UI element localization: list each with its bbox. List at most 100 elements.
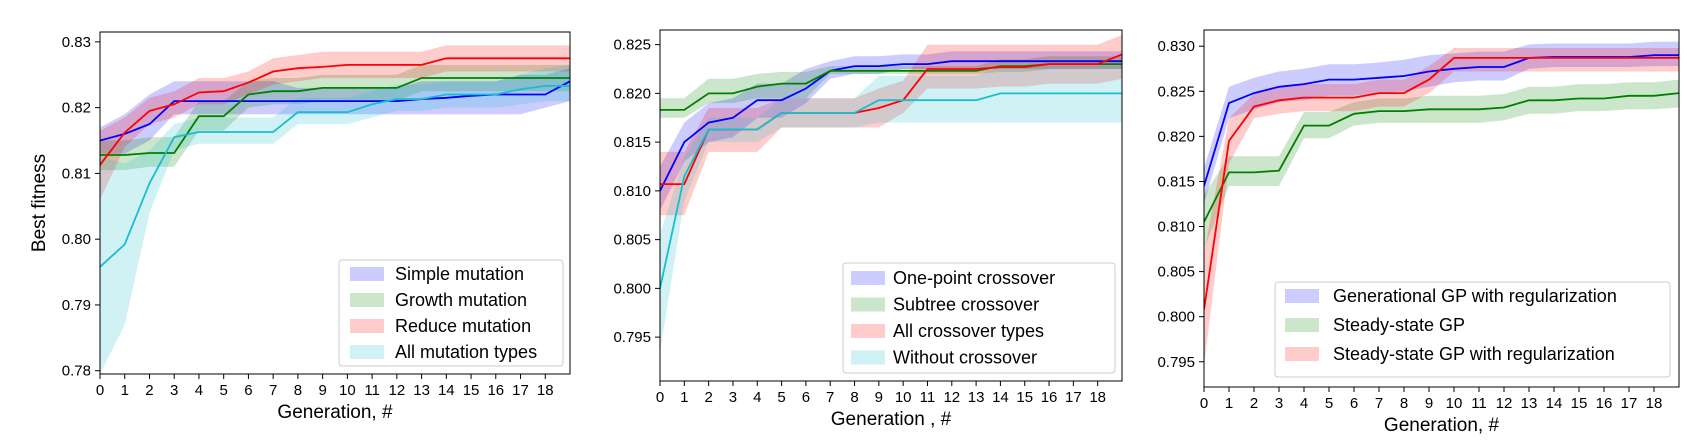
x-tick-label: 12: [388, 382, 405, 399]
legend-swatch: [350, 345, 384, 359]
legend-label: Reduce mutation: [395, 316, 531, 336]
x-tick-label: 15: [463, 382, 480, 399]
band-series-3: [660, 34, 1122, 216]
legend-swatch: [851, 350, 885, 365]
x-axis-label: Generation, #: [277, 402, 393, 423]
x-tick-label: 16: [487, 382, 504, 399]
line-series-2: [100, 77, 570, 156]
band-series-3: [100, 45, 570, 200]
x-tick-label: 16: [1041, 389, 1058, 406]
y-tick-label: 0.810: [613, 183, 651, 200]
x-tick-label: 1: [121, 382, 129, 399]
x-tick-label: 2: [704, 389, 712, 406]
legend-label: Without crossover: [893, 348, 1037, 368]
legend: Simple mutation Growth mutation Reduce mut…: [338, 259, 564, 367]
legend-box: [842, 262, 1116, 374]
y-tick-label: 0.83: [62, 34, 91, 51]
y-tick-label: 0.825: [1157, 83, 1195, 100]
x-tick-label: 0: [96, 382, 104, 399]
x-tick-label: 16: [1596, 395, 1613, 412]
x-tick-label: 10: [895, 389, 912, 406]
axes-frame: [659, 29, 1123, 382]
plot-area: [100, 45, 570, 374]
legend: One-point crossover Subtree crossover All …: [842, 262, 1116, 374]
x-tick-label: 0: [656, 389, 664, 406]
legend-label: Steady-state GP with regularization: [1333, 344, 1615, 364]
legend-label: One-point crossover: [893, 268, 1055, 288]
x-tick-label: 14: [992, 389, 1009, 406]
x-tick-label: 9: [875, 389, 883, 406]
x-tick-label: 18: [1089, 389, 1106, 406]
chart-panel-1: 0.780.790.800.810.820.830 1 2 3 4 5 6 7 8 9 10 11 12…: [29, 31, 571, 423]
x-tick-label: 15: [1016, 389, 1033, 406]
x-tick-label: 3: [729, 389, 737, 406]
legend-label: All mutation types: [395, 342, 537, 362]
legend-box: [338, 259, 564, 367]
y-tick-label: 0.800: [1157, 309, 1195, 326]
axes-frame: [99, 31, 571, 375]
y-tick-label: 0.81: [62, 165, 91, 182]
band-series-4: [100, 64, 570, 374]
x-tick-label: 7: [826, 389, 834, 406]
x-tick-label: 1: [1225, 395, 1233, 412]
x-tick-label: 4: [195, 382, 203, 399]
line-series-3: [100, 57, 570, 166]
x-tick-label: 12: [943, 389, 960, 406]
band-series-2: [1204, 79, 1679, 250]
x-tick-label: 8: [850, 389, 858, 406]
legend-label: Steady-state GP: [1333, 315, 1465, 335]
axes-frame: [1203, 29, 1680, 388]
legend-label: Generational GP with regularization: [1333, 286, 1617, 306]
x-tick-label: 5: [1325, 395, 1333, 412]
x-tick-label: 11: [920, 389, 936, 406]
x-tick-label: 2: [1250, 395, 1258, 412]
legend-swatch: [1285, 318, 1319, 332]
legend-swatch: [851, 297, 885, 312]
y-tick-label: 0.815: [613, 134, 651, 151]
y-tick-label: 0.795: [613, 329, 651, 346]
legend-swatch: [350, 267, 384, 281]
legend-swatch: [851, 324, 885, 338]
y-tick-label: 0.805: [613, 232, 651, 249]
x-tick-label: 6: [244, 382, 252, 399]
y-tick-label: 0.80: [62, 231, 91, 248]
x-tick-label: 15: [1571, 395, 1588, 412]
x-tick-label: 6: [1350, 395, 1358, 412]
legend-label: Subtree crossover: [893, 295, 1039, 315]
band-series-2: [660, 56, 1122, 118]
x-tick-label: 10: [1446, 395, 1463, 412]
y-tick-label: 0.820: [613, 85, 651, 102]
legend-label: Simple mutation: [395, 264, 524, 284]
x-tick-label: 3: [1275, 395, 1283, 412]
x-tick-label: 7: [269, 382, 277, 399]
x-tick-label: 9: [318, 382, 326, 399]
x-tick-label: 17: [1621, 395, 1638, 412]
line-series-4: [660, 92, 1122, 289]
x-tick-label: 9: [1425, 395, 1433, 412]
legend-swatch: [851, 271, 885, 285]
x-tick-label: 12: [1496, 395, 1513, 412]
legend-swatch: [1285, 347, 1319, 361]
x-axis-label: Generation, #: [1384, 415, 1500, 436]
legend-swatch: [1285, 289, 1319, 303]
x-tick-label: 2: [145, 382, 153, 399]
band-series-4: [660, 66, 1122, 352]
y-tick-label: 0.78: [62, 363, 91, 380]
x-tick-label: 8: [1400, 395, 1408, 412]
band-series-2: [100, 64, 570, 171]
y-tick-label: 0.830: [1157, 38, 1195, 55]
y-tick-label: 0.820: [1157, 128, 1195, 145]
x-tick-label: 17: [512, 382, 529, 399]
y-tick-label: 0.805: [1157, 264, 1195, 281]
line-series-4: [100, 85, 570, 268]
y-tick-label: 0.815: [1157, 173, 1195, 190]
x-tick-label: 4: [1300, 395, 1308, 412]
y-tick-label: 0.825: [613, 37, 651, 54]
x-tick-label: 6: [802, 389, 810, 406]
x-tick-label: 11: [1471, 395, 1487, 412]
x-tick-label: 5: [220, 382, 228, 399]
y-tick-label: 0.795: [1157, 354, 1195, 371]
x-tick-label: 0: [1200, 395, 1208, 412]
line-series-1: [660, 60, 1122, 192]
